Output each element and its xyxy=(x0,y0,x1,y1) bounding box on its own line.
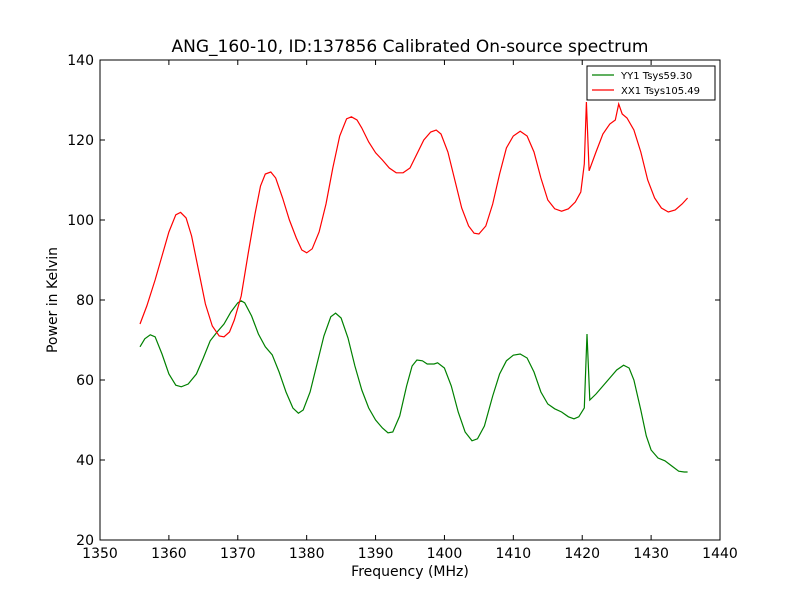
legend: YY1 Tsys59.30 XX1 Tsys105.49 xyxy=(586,65,716,101)
x-tick-label: 1350 xyxy=(82,546,118,562)
chart-title: ANG_160-10, ID:137856 Calibrated On-sour… xyxy=(171,37,648,57)
x-axis-label: Frequency (MHz) xyxy=(351,564,469,580)
series-line-0 xyxy=(139,300,688,473)
x-tick-label: 1440 xyxy=(702,546,738,562)
x-tick-label: 1420 xyxy=(564,546,600,562)
series-line-1 xyxy=(139,101,689,338)
x-tick-label: 1370 xyxy=(220,546,256,562)
x-tick-label: 1410 xyxy=(496,546,532,562)
y-tick-label: 80 xyxy=(76,293,94,309)
y-axis-label: Power in Kelvin xyxy=(45,247,61,353)
x-tick-label: 1430 xyxy=(633,546,669,562)
x-axis: 1350 1360 1370 1380 1390 1400 1410 1420 1430 1440 xyxy=(82,60,738,562)
x-tick-label: 1400 xyxy=(427,546,463,562)
x-tick-label: 1380 xyxy=(289,546,325,562)
y-tick-label: 20 xyxy=(76,533,94,549)
y-tick-label: 140 xyxy=(67,53,94,69)
legend-label-1: XX1 Tsys105.49 xyxy=(621,86,700,97)
y-tick-label: 120 xyxy=(67,133,94,149)
y-tick-label: 60 xyxy=(76,373,94,389)
legend-label-0: YY1 Tsys59.30 xyxy=(620,71,692,82)
legend-box xyxy=(586,65,716,101)
y-axis: 20 40 60 80 100 120 140 xyxy=(67,53,720,549)
plot-lines xyxy=(139,101,689,473)
y-tick-label: 40 xyxy=(76,453,94,469)
x-tick-label: 1360 xyxy=(151,546,187,562)
y-tick-label: 100 xyxy=(67,213,94,229)
x-tick-label: 1390 xyxy=(358,546,394,562)
